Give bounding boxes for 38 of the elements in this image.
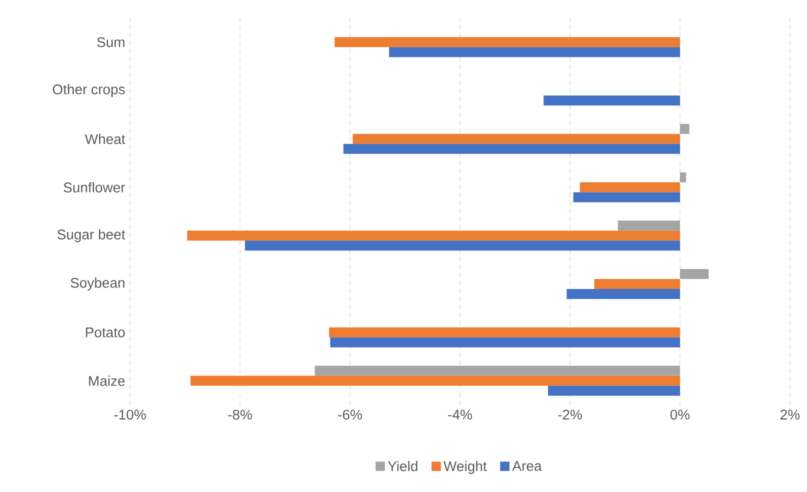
legend-label: Weight	[444, 460, 487, 474]
bar	[618, 220, 680, 231]
bar	[680, 269, 709, 280]
y-tick-label: Soybean	[70, 278, 124, 291]
y-tick-label: Wheat	[84, 134, 126, 144]
bar	[680, 124, 690, 134]
bar	[548, 386, 680, 396]
x-tick-label: -2%	[558, 410, 582, 420]
bar	[334, 37, 680, 48]
y-tick-label: Sugar beet	[57, 229, 126, 242]
legend-label: Area	[512, 461, 542, 471]
x-tick-label: 0%	[670, 410, 690, 420]
bar	[314, 366, 680, 376]
bar	[187, 230, 680, 241]
bar	[244, 240, 680, 251]
bar	[566, 289, 680, 300]
bar	[389, 47, 680, 58]
x-tick-label: -6%	[338, 410, 362, 420]
bar	[680, 172, 686, 182]
bar	[352, 134, 680, 144]
y-tick-label: Sum	[97, 37, 124, 48]
x-tick-label: 2%	[780, 410, 800, 420]
x-tick-label: -4%	[448, 410, 472, 420]
x-tick-label: -10%	[114, 410, 146, 420]
bar	[544, 96, 680, 106]
y-tick-label: Other crops	[52, 84, 125, 98]
bar	[343, 144, 680, 154]
bar	[580, 182, 680, 192]
bar	[329, 327, 680, 338]
bar	[330, 337, 680, 348]
x-tick-label: -8%	[228, 410, 252, 420]
bar	[594, 279, 680, 290]
y-tick-label: Potato	[86, 328, 125, 338]
legend-label: Yield	[388, 460, 418, 472]
bar	[190, 376, 680, 386]
bar	[573, 192, 680, 202]
y-tick-label: Sunflower	[64, 182, 126, 192]
y-tick-label: Maize	[89, 376, 125, 386]
